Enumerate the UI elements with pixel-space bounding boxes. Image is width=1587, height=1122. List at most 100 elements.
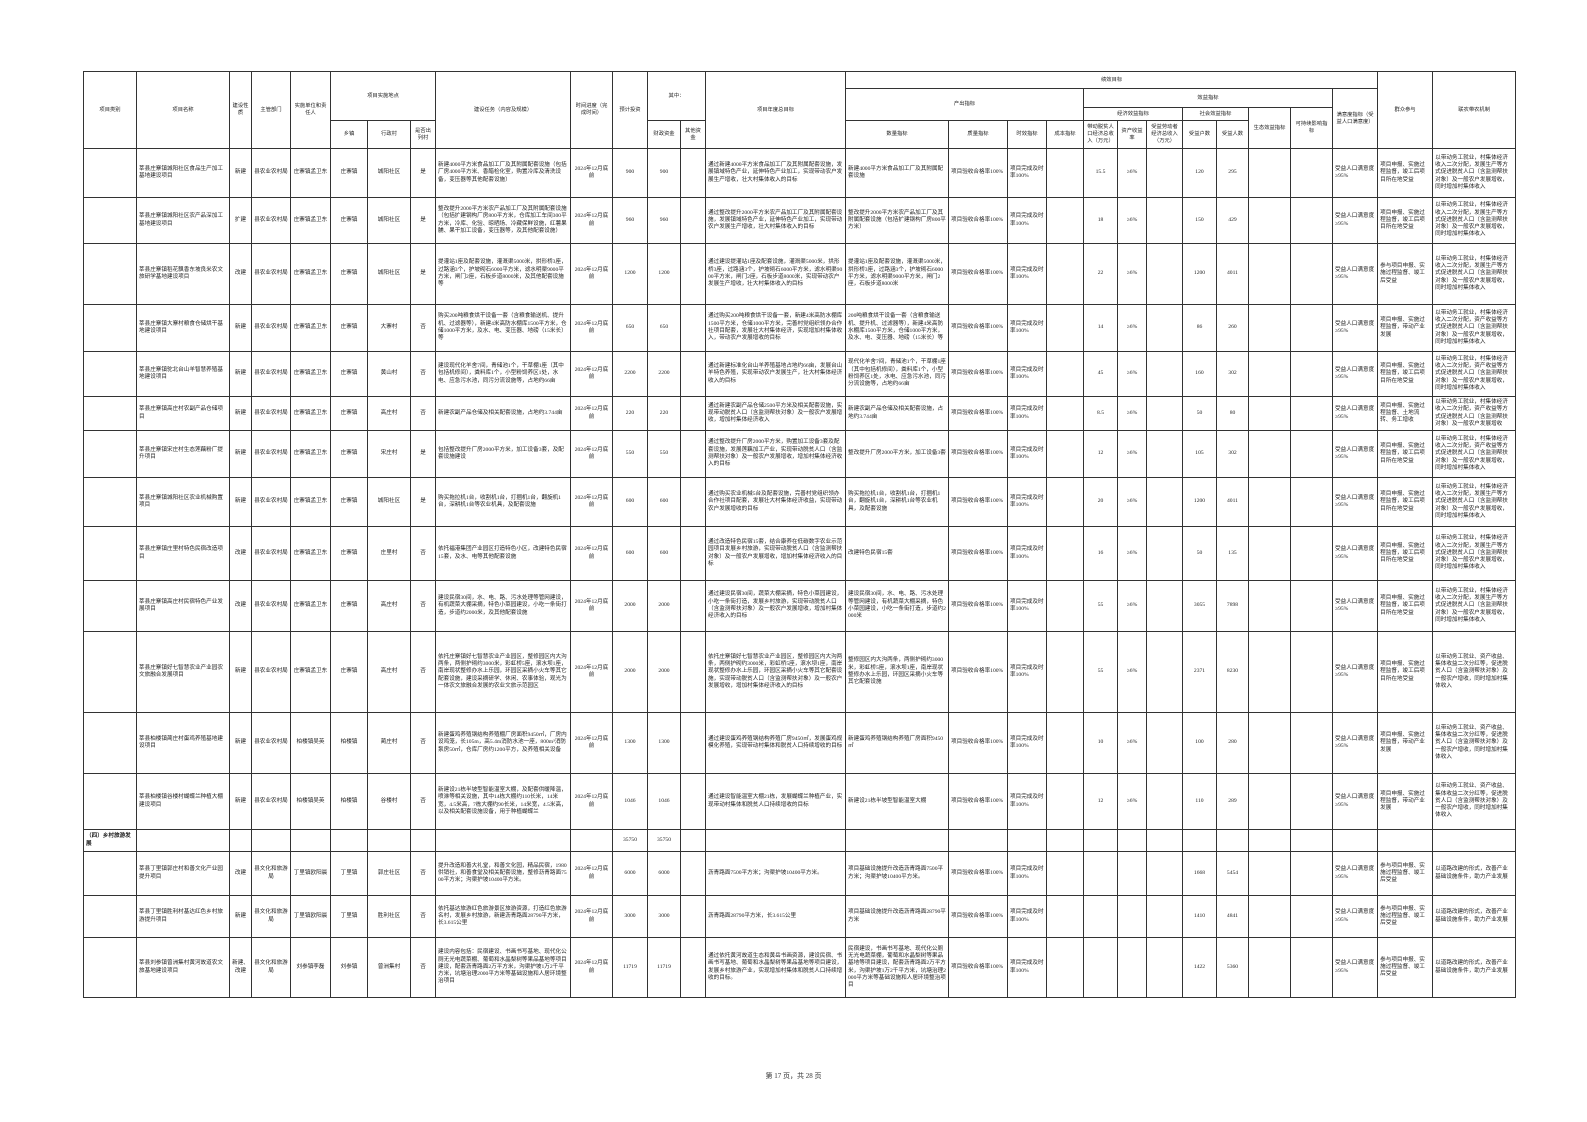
table-cell: 县农业农村局 bbox=[251, 351, 291, 397]
header-cell: 主管部门 bbox=[251, 71, 291, 149]
table-cell: 新建农副产品仓储及相关配套设施，占地约3.744亩 bbox=[435, 396, 571, 431]
table-cell: 项目申报、实施过程监督，竣工后项目所在地受益 bbox=[1377, 430, 1434, 478]
table-row: 莘县柏楼镇蔺庄村蛋鸡养殖基地建设项目 新建 县农业农村局 柏楼镇吴英 柏楼镇 蔺庄村否新建… bbox=[83, 712, 1517, 774]
table-cell: 项目验收合格率100% bbox=[948, 304, 1008, 352]
table-cell: 通过新建标准化台山羊养殖基地占地约66亩，发展台山羊特色养殖，实现带动农户发展生… bbox=[705, 351, 846, 397]
table-cell: 以带动务工就业，村集体经济收入二次分配，发展生产等方式促进脱贫人口（含监测帮扶对… bbox=[1432, 477, 1517, 527]
table-cell: 550 bbox=[647, 430, 681, 478]
table-cell bbox=[1290, 243, 1333, 305]
table-cell: 2000 bbox=[647, 580, 681, 632]
table-cell: 1668 bbox=[1182, 851, 1217, 896]
table-cell: 项目完成及时率100% bbox=[1007, 396, 1047, 431]
table-cell bbox=[1182, 829, 1217, 852]
table-cell bbox=[83, 773, 137, 830]
table-cell bbox=[83, 712, 137, 774]
table-cell: 现代化羊舍7间，青储池1个，干草棚1座（其中包括机修间），粪料库1个，小型粉饲养… bbox=[845, 351, 949, 397]
table-cell: 建设民宿30间，水、电、路、污水处理等管网建设，有机蔬菜大棚采摘，特色小菜园建设… bbox=[845, 580, 949, 632]
table-cell: ≥6% bbox=[1117, 631, 1147, 713]
table-cell bbox=[680, 895, 706, 938]
header-cell: 效益指标 bbox=[1083, 88, 1333, 108]
table-cell: 县农业农村局 bbox=[251, 712, 291, 774]
table-row: 莘县庄寨镇城阳社区食品生产加工基地建设项目 新建 县农业农村局 庄寨镇孟卫东 庄寨镇 城阳… bbox=[83, 148, 1517, 198]
table-cell: 302 bbox=[1216, 430, 1249, 478]
table-cell: 否 bbox=[410, 851, 436, 896]
table-cell: 否 bbox=[410, 712, 436, 774]
table-cell bbox=[1290, 351, 1333, 397]
table-cell: 沥青路面7500平方米；沟渠护坡10400平方米。 bbox=[705, 851, 846, 896]
table-cell: 是 bbox=[410, 430, 436, 478]
table-cell bbox=[83, 304, 137, 352]
table-cell bbox=[680, 430, 706, 478]
table-cell bbox=[1146, 631, 1183, 713]
table-cell: 8.5 bbox=[1083, 396, 1118, 431]
table-cell bbox=[680, 829, 706, 852]
table-row: 莘县庄寨镇城阳社区农业机械购置项目 新建 县农业农村局 庄寨镇孟卫东 庄寨镇 城阳社区是购… bbox=[83, 477, 1517, 527]
table-cell: 莘县柏楼镇谷楼村蝴蝶兰种植大棚建设项目 bbox=[136, 773, 230, 830]
table-cell: 莘县庄寨镇城阳社区食品生产加工基地建设项目 bbox=[136, 148, 230, 198]
table-cell bbox=[83, 197, 137, 244]
table-cell: 庄寨镇 bbox=[330, 148, 368, 198]
table-cell: 城阳社区 bbox=[367, 197, 411, 244]
table-cell: 3000 bbox=[612, 895, 648, 938]
header-cell: 群众参与 bbox=[1377, 71, 1434, 149]
table-cell bbox=[1248, 829, 1291, 852]
table-cell: 2000 bbox=[647, 631, 681, 713]
table-cell: 新建 bbox=[229, 773, 252, 830]
table-cell: 胜利社区 bbox=[367, 895, 411, 938]
table-cell: 3000 bbox=[647, 895, 681, 938]
table-cell bbox=[1290, 712, 1333, 774]
table-cell: 新建 bbox=[229, 712, 252, 774]
table-cell: 以道路改建的形式，改善产业基础设施条件，助力产业发展 bbox=[1432, 851, 1517, 896]
table-cell: 庄寨镇孟卫东 bbox=[290, 351, 331, 397]
table-cell: 庄寨镇孟卫东 bbox=[290, 526, 331, 581]
table-cell: 莘县丁里镇胜利村基达红色乡村旅游提升项目 bbox=[136, 895, 230, 938]
table-cell: 7898 bbox=[1216, 580, 1249, 632]
table-cell bbox=[1046, 243, 1084, 305]
table-row: 莘县柏楼镇谷楼村蝴蝶兰种植大棚建设项目 新建 县农业农村局 柏楼镇吴英 柏楼镇 谷楼村否新… bbox=[83, 773, 1517, 830]
table-row: 莘县庄寨镇好七智慧农业产业园农文旅融合发展项目 新建 县农业农村局 庄寨镇孟卫东 庄寨镇… bbox=[83, 631, 1517, 713]
table-cell bbox=[680, 580, 706, 632]
table-cell bbox=[83, 430, 137, 478]
table-cell: 通过改造特色民宿15套，结合康养在低碳数字农业示范园项目发展乡村旅游，实现带动脱… bbox=[705, 526, 846, 581]
table-cell: 11719 bbox=[647, 937, 681, 998]
table-cell: 县农业农村局 bbox=[251, 477, 291, 527]
table-cell: 庄寨镇孟卫东 bbox=[290, 304, 331, 352]
table-cell: 否 bbox=[410, 351, 436, 397]
table-cell: ≥6% bbox=[1117, 430, 1147, 478]
table-cell: 庄寨镇 bbox=[330, 351, 368, 397]
table-cell: 莘县庄寨镇城阳社区农产品深加工基地建设项目 bbox=[136, 197, 230, 244]
table-row: 莘县庄寨镇城阳社区农产品深加工基地建设项目 扩建 县农业农村局 庄寨镇孟卫东 庄寨镇 城阳… bbox=[83, 197, 1517, 244]
table-cell: 110 bbox=[1182, 773, 1217, 830]
table-cell: 260 bbox=[1216, 304, 1249, 352]
table-cell: 庄寨镇孟卫东 bbox=[290, 580, 331, 632]
table-cell bbox=[1146, 829, 1183, 852]
table-cell: 新建 bbox=[229, 477, 252, 527]
table-header: 项目类别 项目名称 建设性质 主管部门 实施单位和责任人 项目实施地点 建设任务… bbox=[83, 71, 1517, 149]
table-cell bbox=[1290, 430, 1333, 478]
table-cell: 2024年12月底前 bbox=[570, 773, 613, 830]
table-cell bbox=[1248, 773, 1291, 830]
table-cell: ≥6% bbox=[1117, 773, 1147, 830]
table-cell: 扩建 bbox=[229, 197, 252, 244]
table-cell: 1200 bbox=[612, 243, 648, 305]
table-cell bbox=[83, 526, 137, 581]
table-cell: 2024年12月底前 bbox=[570, 396, 613, 431]
table-cell: 2000 bbox=[612, 580, 648, 632]
table-cell: 2200 bbox=[612, 351, 648, 397]
table-cell bbox=[1248, 631, 1291, 713]
table-cell: 宋庄村 bbox=[367, 430, 411, 478]
table-cell: 1046 bbox=[612, 773, 648, 830]
table-cell: 项目验收合格率100% bbox=[948, 773, 1008, 830]
table-cell: 项目完成及时率100% bbox=[1007, 580, 1047, 632]
table-cell: 项目申报、实施过程监督，带动产业发展 bbox=[1377, 304, 1434, 352]
table-cell: 庄寨镇 bbox=[330, 304, 368, 352]
table-cell: 项目完成及时率100% bbox=[1007, 477, 1047, 527]
table-cell: 项目申报、实施过程监督，带动产业发展 bbox=[1377, 773, 1434, 830]
table-cell: 600 bbox=[612, 526, 648, 581]
table-cell bbox=[948, 829, 1008, 852]
header-cell: 带动脱贫人口经济总收入（万元） bbox=[1083, 120, 1118, 149]
table-cell: 新建 bbox=[229, 304, 252, 352]
table-cell: 整修园区内大沟两条，两侧护砌约3000米，彩虹桥5座，滚水坝1座，南岸现状整修办… bbox=[845, 631, 949, 713]
table-cell: 650 bbox=[612, 304, 648, 352]
